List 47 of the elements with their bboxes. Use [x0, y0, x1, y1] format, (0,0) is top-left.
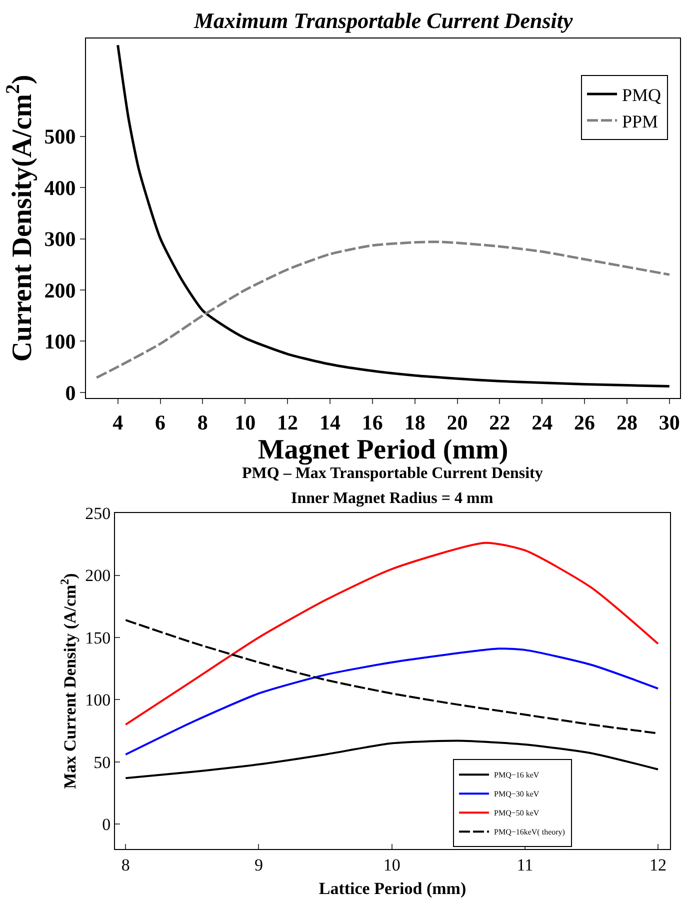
y-tick-label: 300 — [44, 227, 76, 252]
y-tick-label: 200 — [85, 566, 111, 586]
x-tick-label: 10 — [383, 855, 400, 874]
legend-label: PPM — [622, 111, 658, 132]
x-tick-label: 14 — [319, 410, 341, 434]
x-tick-label: 28 — [616, 410, 638, 434]
x-tick-label: 6 — [155, 410, 166, 434]
y-tick-label: 200 — [44, 278, 76, 302]
legend-label: PMQ−50 keV — [494, 808, 540, 818]
legend-label: PMQ — [622, 85, 662, 106]
x-axis-title: Magnet Period (mm) — [258, 434, 508, 466]
y-tick-label: 100 — [85, 690, 111, 710]
x-tick-label: 10 — [234, 410, 256, 434]
chart-subtitle: Inner Magnet Radius = 4 mm — [291, 490, 494, 507]
chart-title: Maximum Transportable Current Density — [193, 8, 573, 33]
x-tick-label: 9 — [254, 855, 263, 874]
y-tick-label: 400 — [44, 176, 76, 200]
x-tick-label: 18 — [404, 410, 426, 434]
y-tick-label: 50 — [94, 752, 111, 772]
line-series — [124, 740, 660, 780]
x-tick-label: 12 — [650, 855, 667, 874]
x-tick-label: 20 — [446, 410, 468, 434]
x-tick-label: 16 — [362, 410, 383, 434]
line-series — [95, 240, 671, 379]
x-tick-label: 22 — [489, 410, 510, 434]
x-axis-title: Lattice Period (mm) — [318, 878, 466, 898]
y-tick-label: 150 — [85, 628, 111, 648]
x-tick-label: 8 — [121, 855, 130, 874]
x-tick-label: 11 — [516, 855, 534, 874]
legend-label: PMQ−30 keV — [494, 790, 540, 799]
x-tick-label: 24 — [532, 410, 554, 434]
y-tick-label: 0 — [65, 380, 76, 405]
y-tick-label: 100 — [44, 330, 76, 354]
x-tick-label: 26 — [574, 410, 596, 434]
x-tick-label: 4 — [112, 410, 124, 434]
legend-label: PMQ−16 keV — [494, 770, 540, 780]
chart-title: PMQ – Max Transportable Current Density — [242, 465, 543, 482]
line-series — [124, 648, 660, 756]
legend-label: PMQ−16keV( theory) — [494, 828, 566, 837]
x-tick-label: 12 — [277, 410, 298, 434]
x-tick-label: 8 — [197, 410, 208, 434]
line-series — [124, 542, 660, 726]
y-tick-label: 250 — [85, 504, 111, 523]
x-tick-label: 30 — [658, 410, 680, 434]
y-tick-label: 500 — [44, 124, 76, 149]
line-series — [116, 44, 671, 388]
y-tick-label: 0 — [102, 815, 111, 834]
